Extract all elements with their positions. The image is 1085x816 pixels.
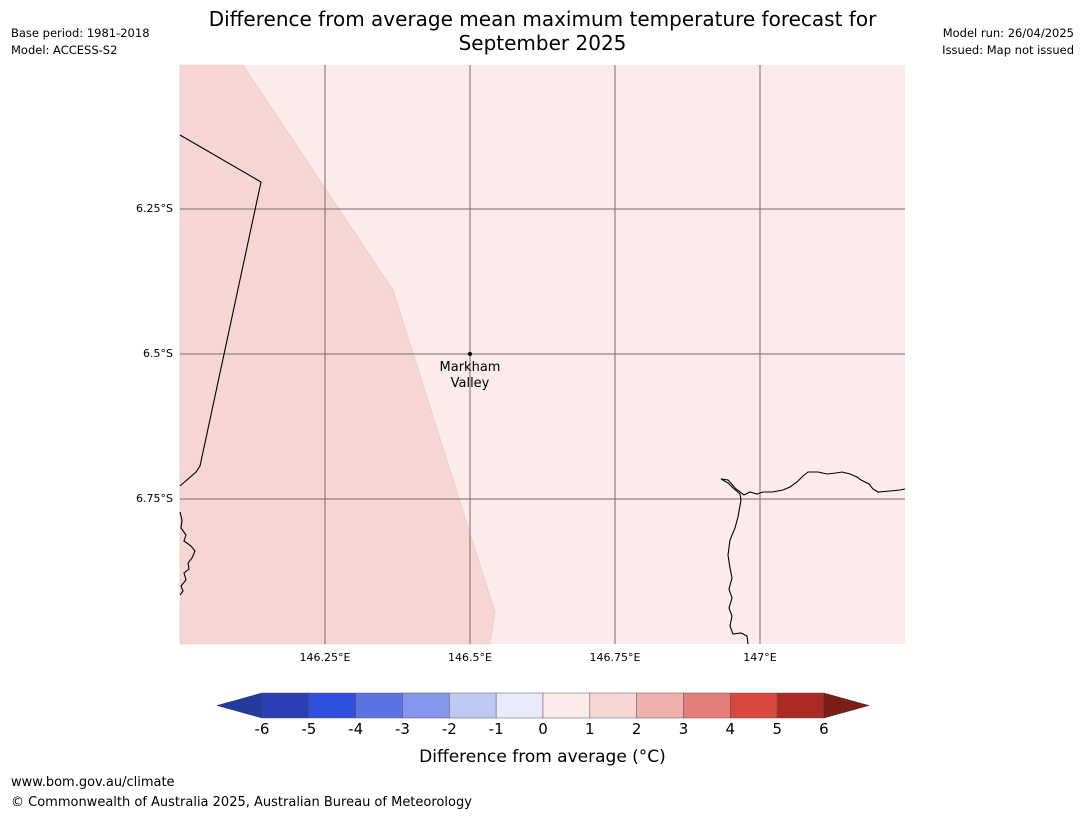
colorbar-label: Difference from average (°C) xyxy=(419,747,666,767)
colorbar-tick-label: 5 xyxy=(772,720,782,738)
colorbar-extend-high xyxy=(823,692,870,719)
place-marker xyxy=(468,352,472,356)
colorbar-tick-label: -5 xyxy=(301,720,317,738)
colorbar-tick-label: 6 xyxy=(819,720,829,738)
colorbar-swatch xyxy=(308,692,356,719)
lon-label-147: 147°E xyxy=(743,651,777,664)
colorbar-swatch xyxy=(449,692,497,719)
lon-label-146-25: 146.25°E xyxy=(299,651,351,664)
colorbar-swatch xyxy=(495,692,544,719)
model-run-text: Model run: 26/04/2025 xyxy=(942,26,1074,40)
colorbar-swatch xyxy=(542,692,591,719)
base-period-text: Base period: 1981-2018 xyxy=(11,26,150,40)
title-line-2: September 2025 xyxy=(458,31,627,55)
lat-label-6-75: 6.75°S xyxy=(136,492,173,505)
colorbar-ticks: -6 -5 -4 -3 -2 -1 0 1 2 3 4 5 6 xyxy=(0,720,1085,740)
title-line-1: Difference from average mean maximum tem… xyxy=(208,7,877,31)
coastline-huon-gulf xyxy=(720,471,906,645)
meta-left: Base period: 1981-2018 Model: ACCESS-S2 xyxy=(11,25,150,59)
colorbar-swatch xyxy=(636,692,684,719)
colorbar-swatch xyxy=(355,692,403,719)
colorbar-swatch xyxy=(261,692,310,719)
issued-text: Issued: Map not issued xyxy=(942,43,1074,57)
colorbar-tick-label: 3 xyxy=(678,720,689,738)
coastline-west xyxy=(179,511,196,596)
lat-label-6-25: 6.25°S xyxy=(136,202,173,215)
meta-right: Model run: 26/04/2025 Issued: Map not is… xyxy=(942,25,1074,59)
colorbar-tick-label: -2 xyxy=(441,720,457,738)
place-name-line-2: Valley xyxy=(450,376,490,391)
model-text: Model: ACCESS-S2 xyxy=(11,43,118,57)
colorbar-swatch xyxy=(683,692,731,719)
footer-copyright: © Commonwealth of Australia 2025, Austra… xyxy=(11,795,472,810)
boundaries xyxy=(179,134,906,645)
colorbar-extend-low xyxy=(216,692,263,719)
lat-label-6-5: 6.5°S xyxy=(143,347,173,360)
colorbar-swatch xyxy=(589,692,637,719)
colorbar-tick-label: 0 xyxy=(538,720,548,738)
footer-url: www.bom.gov.au/climate xyxy=(11,775,175,790)
colorbar-swatch xyxy=(776,692,825,719)
colorbar-tick-label: -3 xyxy=(395,720,410,738)
colorbar-swatch xyxy=(402,692,450,719)
lon-label-146-5: 146.5°E xyxy=(448,651,492,664)
colorbar-tick-label: 1 xyxy=(585,720,595,738)
place-name-line-1: Markham xyxy=(439,360,501,375)
lon-label-146-75: 146.75°E xyxy=(589,651,641,664)
graticule xyxy=(180,65,905,644)
colorbar-tick-label: -4 xyxy=(348,720,364,738)
colorbar-tick-label: 4 xyxy=(725,720,736,738)
colorbar xyxy=(216,692,870,719)
map-title: Difference from average mean maximum tem… xyxy=(180,7,905,55)
colorbar-tick-label: -1 xyxy=(488,720,504,738)
border-line-west xyxy=(179,134,262,487)
colorbar-swatch xyxy=(730,692,778,719)
colorbar-tick-label: 2 xyxy=(631,720,642,738)
place-label: Markham Valley xyxy=(420,360,520,392)
colorbar-tick-label: -6 xyxy=(254,720,270,738)
